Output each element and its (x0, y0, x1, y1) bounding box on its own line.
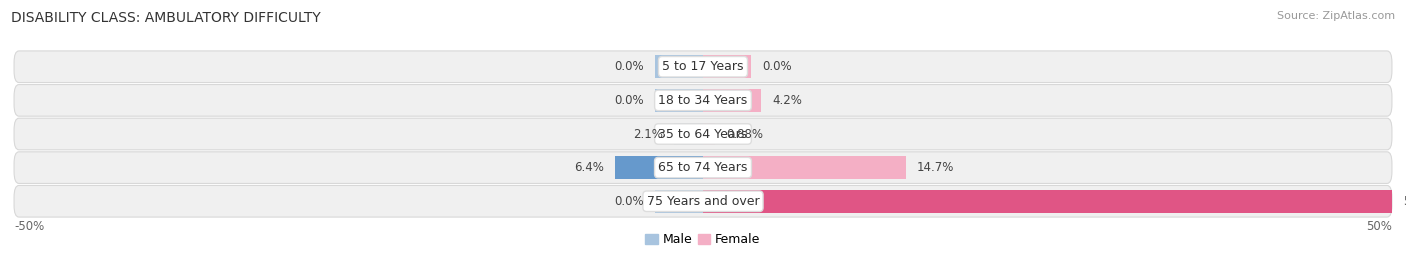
Text: 6.4%: 6.4% (574, 161, 603, 174)
FancyBboxPatch shape (14, 85, 1392, 116)
Bar (655, 190, 703, 213)
Text: 0.0%: 0.0% (762, 60, 792, 73)
Bar (655, 89, 703, 112)
FancyBboxPatch shape (14, 152, 1392, 183)
Bar (703, 156, 905, 179)
Bar (673, 122, 703, 146)
Text: 50%: 50% (1367, 220, 1392, 233)
Text: 4.2%: 4.2% (772, 94, 801, 107)
Bar (655, 55, 703, 78)
FancyBboxPatch shape (14, 118, 1392, 150)
Text: 14.7%: 14.7% (917, 161, 953, 174)
Text: 0.0%: 0.0% (614, 195, 644, 208)
FancyBboxPatch shape (14, 185, 1392, 217)
Text: 35 to 64 Years: 35 to 64 Years (658, 128, 748, 140)
Text: 0.0%: 0.0% (614, 60, 644, 73)
Bar (703, 89, 761, 112)
FancyBboxPatch shape (14, 51, 1392, 83)
Text: DISABILITY CLASS: AMBULATORY DIFFICULTY: DISABILITY CLASS: AMBULATORY DIFFICULTY (11, 11, 321, 25)
Text: 2.1%: 2.1% (633, 128, 664, 140)
Text: 75 Years and over: 75 Years and over (647, 195, 759, 208)
Text: 0.88%: 0.88% (725, 128, 763, 140)
Text: 50.0%: 50.0% (1403, 195, 1406, 208)
Text: Source: ZipAtlas.com: Source: ZipAtlas.com (1277, 11, 1395, 21)
Bar (703, 190, 1392, 213)
Bar (614, 156, 703, 179)
Text: -50%: -50% (14, 220, 45, 233)
Text: 18 to 34 Years: 18 to 34 Years (658, 94, 748, 107)
Text: 5 to 17 Years: 5 to 17 Years (662, 60, 744, 73)
Text: 0.0%: 0.0% (614, 94, 644, 107)
Bar (703, 122, 716, 146)
Bar (703, 55, 751, 78)
Text: 65 to 74 Years: 65 to 74 Years (658, 161, 748, 174)
Legend: Male, Female: Male, Female (641, 228, 765, 251)
